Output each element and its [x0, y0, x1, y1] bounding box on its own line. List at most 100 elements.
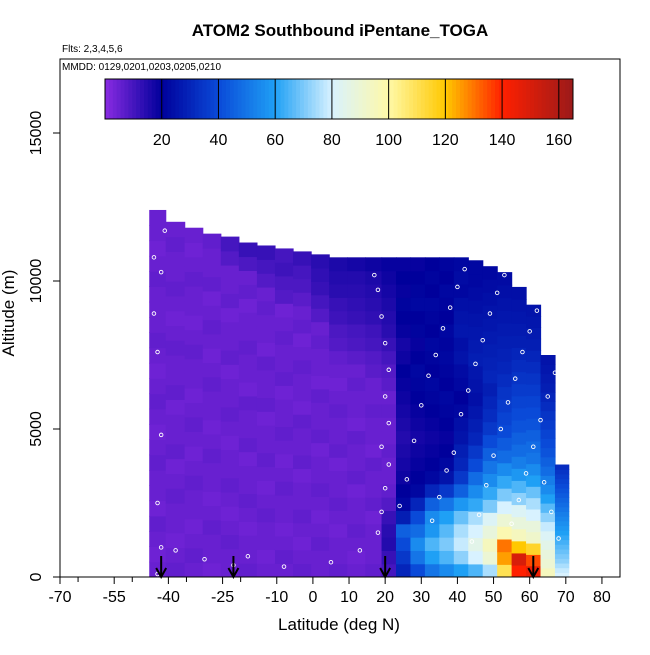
heatmap-cell	[274, 440, 294, 455]
heatmap-cell	[439, 337, 455, 352]
heatmap-cell	[293, 332, 312, 347]
sample-point	[447, 305, 453, 310]
heatmap-cell	[184, 256, 204, 272]
heatmap-cell	[165, 325, 186, 341]
heatmap-cell	[439, 443, 455, 458]
heatmap-cell	[540, 447, 556, 458]
heatmap-cell	[482, 499, 498, 513]
heatmap-cell	[482, 266, 498, 280]
sample-point	[455, 284, 460, 290]
colorbar-segment	[276, 79, 281, 119]
heatmap-cell	[184, 387, 204, 403]
colorbar-segment	[354, 79, 359, 119]
heatmap-cell	[311, 550, 330, 565]
heatmap-cell	[293, 400, 312, 415]
heatmap-cell	[202, 491, 222, 507]
heatmap-cell	[256, 342, 276, 357]
heatmap-cell	[396, 470, 412, 485]
heatmap-cell	[329, 443, 348, 458]
heatmap-cell	[202, 448, 222, 464]
colorbar-segment	[502, 79, 508, 119]
heatmap-cell	[381, 497, 397, 511]
heatmap-cell	[381, 470, 397, 485]
colorbar-segment	[428, 79, 434, 119]
heatmap-cell	[381, 417, 397, 432]
heatmap-cell	[482, 447, 498, 462]
colorbar-segment	[444, 79, 449, 119]
heatmap-cell	[554, 539, 570, 545]
heatmap-cell	[453, 297, 469, 312]
heatmap-cell	[468, 326, 484, 341]
sample-point	[538, 417, 543, 423]
heatmap-cell	[497, 488, 513, 502]
heatmap-cell	[256, 452, 276, 468]
heatmap-cell	[453, 510, 469, 525]
heatmap-cell	[468, 379, 484, 393]
heatmap-cell	[410, 443, 426, 458]
heatmap-cell	[238, 381, 258, 397]
heatmap-cell	[347, 483, 366, 498]
heatmap-cell	[410, 510, 426, 525]
heatmap-cell	[511, 468, 527, 481]
heatmap-cell	[381, 257, 397, 272]
heatmap-cell	[540, 549, 556, 560]
colorbar-segment	[303, 79, 309, 119]
heatmap-cell	[184, 285, 204, 302]
heatmap-cell	[482, 356, 498, 371]
heatmap-cell	[424, 417, 440, 432]
heatmap-cell	[202, 276, 222, 292]
colorbar-segment	[537, 79, 543, 119]
heatmap-cell	[526, 497, 542, 510]
sample-point	[494, 290, 500, 296]
heatmap-cell	[453, 563, 469, 577]
colorbar-segment	[557, 79, 562, 119]
sample-point	[523, 471, 529, 476]
heatmap-cell	[482, 421, 498, 436]
heatmap-cell	[554, 492, 570, 498]
heatmap-cell	[238, 298, 258, 313]
colorbar-segment	[350, 79, 356, 119]
sample-point	[512, 376, 518, 381]
heatmap-cell	[311, 294, 330, 309]
heatmap-cell	[365, 283, 383, 298]
heatmap-cell	[468, 286, 484, 301]
heatmap-cell	[165, 251, 186, 267]
colorbar-segment	[475, 79, 480, 119]
heatmap-cell	[202, 376, 222, 392]
heatmap-cell	[238, 312, 258, 327]
heatmap-cell	[497, 386, 513, 400]
heatmap-cell	[540, 419, 556, 430]
colorbar-segment	[374, 79, 379, 119]
sample-point	[158, 545, 164, 550]
sample-point	[155, 349, 160, 355]
heatmap-cell	[293, 563, 312, 577]
heatmap-cell	[396, 337, 412, 352]
heatmap-cell	[329, 377, 348, 392]
heatmap-cell	[439, 350, 455, 365]
heatmap-cell	[220, 350, 240, 365]
heatmap-cell	[468, 392, 484, 407]
heatmap-cell	[453, 430, 469, 445]
heatmap-cell	[396, 257, 412, 272]
heatmap-cell	[149, 515, 167, 532]
heatmap-cell	[184, 489, 204, 505]
heatmap-cell	[396, 563, 412, 577]
heatmap-cell	[410, 430, 426, 445]
heatmap-cell	[410, 323, 426, 338]
heatmap-cell	[482, 486, 498, 500]
heatmap-cell	[540, 475, 556, 486]
heatmap-cell	[439, 310, 455, 325]
heatmap-cell	[165, 340, 186, 356]
sample-point	[437, 494, 442, 500]
heatmap-cell	[256, 355, 276, 371]
heatmap-cell	[424, 337, 440, 352]
heatmap-cell	[410, 417, 426, 432]
heatmap-cell	[381, 457, 397, 472]
y-tick-label: 10000	[28, 259, 45, 304]
heatmap-cell	[311, 442, 330, 457]
colorbar-segment	[206, 79, 211, 119]
sample-point	[527, 329, 532, 334]
heatmap-cell	[184, 358, 204, 374]
heatmap-cell	[439, 550, 455, 565]
heatmap-cell	[165, 443, 186, 460]
